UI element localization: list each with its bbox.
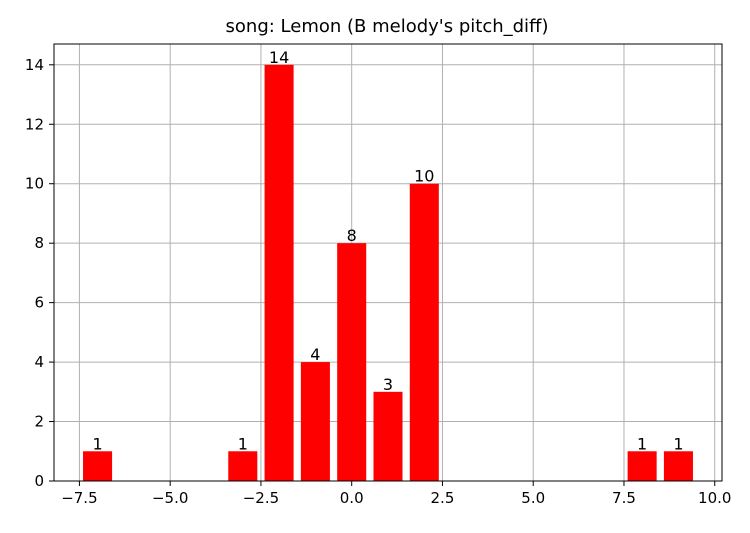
y-tick-label: 6: [34, 294, 44, 312]
x-tick-label: 7.5: [612, 489, 636, 507]
y-tick-label: 4: [34, 353, 44, 371]
y-tick-label: 0: [34, 472, 44, 490]
x-tick-label: 0.0: [340, 489, 364, 507]
bar-value-label: 1: [673, 434, 683, 453]
bar: [627, 451, 657, 481]
x-tick-label: −5.0: [152, 489, 188, 507]
bar: [300, 362, 330, 481]
bar: [264, 64, 294, 482]
bars: [83, 64, 693, 482]
x-tick-label: −2.5: [243, 489, 279, 507]
plot-frame: [53, 43, 723, 482]
bar: [83, 451, 113, 481]
bar-value-label: 8: [347, 226, 357, 245]
bar: [373, 391, 403, 481]
x-tick-label: 5.0: [521, 489, 545, 507]
x-tick-label: 10.0: [698, 489, 731, 507]
data-labels: 1 1 14 4 8 3 10 1 1: [92, 48, 683, 453]
chart-title: song: Lemon (B melody's pitch_diff): [226, 16, 549, 37]
bar: [337, 243, 367, 481]
bar-value-label: 4: [310, 345, 320, 364]
bar-value-label: 1: [238, 434, 248, 453]
bar-value-label: 14: [269, 48, 289, 67]
bar: [228, 451, 258, 481]
y-tick-label: 12: [25, 115, 44, 133]
bar-value-label: 3: [383, 375, 393, 394]
y-tick-label: 2: [34, 413, 44, 431]
y-tick-label: 10: [25, 175, 44, 193]
x-tick-label: −7.5: [61, 489, 97, 507]
bar: [663, 451, 693, 481]
y-tick-label: 14: [25, 56, 44, 74]
bar: [409, 183, 439, 482]
x-tick-label: 2.5: [431, 489, 455, 507]
bar-value-label: 10: [414, 167, 434, 186]
y-tick-label: 8: [34, 234, 44, 252]
bar-value-label: 1: [92, 434, 102, 453]
bar-value-label: 1: [637, 434, 647, 453]
